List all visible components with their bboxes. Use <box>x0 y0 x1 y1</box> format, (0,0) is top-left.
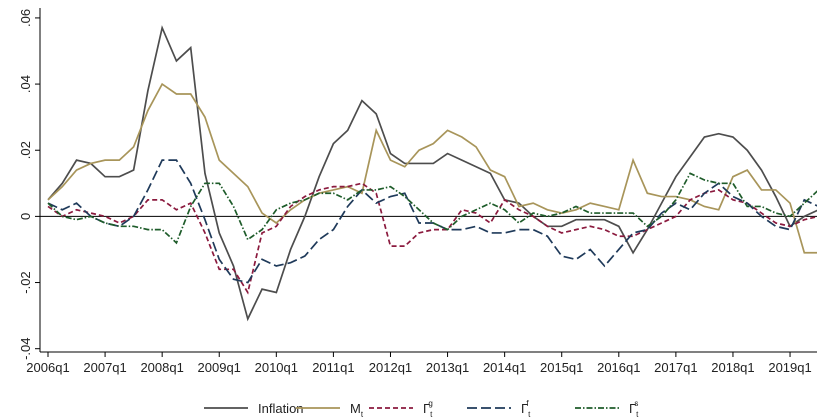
y-tick-label: .02 <box>18 141 33 159</box>
y-tick-label: .04 <box>18 75 33 93</box>
legend-subscript: t <box>636 410 639 418</box>
legend-label: Γtf <box>521 399 531 418</box>
legend-name: Γ <box>423 401 430 416</box>
y-tick-label: 0 <box>18 213 33 220</box>
legend-subscript: t <box>430 410 433 418</box>
x-tick-label: 2011q1 <box>312 360 354 375</box>
legend-name: M <box>350 401 361 416</box>
legend-label: Γtg <box>423 399 433 418</box>
x-tick-label: 2012q1 <box>369 360 412 375</box>
x-tick-label: 2014q1 <box>483 360 526 375</box>
legend-superscript: f <box>526 399 529 408</box>
x-tick-label: 2018q1 <box>711 360 754 375</box>
x-tick-label: 2009q1 <box>198 360 241 375</box>
legend-name: Γ <box>629 401 636 416</box>
y-tick-label: .06 <box>18 9 33 27</box>
series-line <box>47 82 817 254</box>
y-tick-label: -.02 <box>18 271 33 293</box>
legend-label: Mt <box>350 401 364 418</box>
series-line <box>47 182 817 295</box>
x-tick-label: 2006q1 <box>26 360 69 375</box>
legend-name: Inflation <box>258 401 304 416</box>
x-tick-label: 2019q1 <box>768 360 811 375</box>
series-line <box>47 25 817 322</box>
legend-label: Γts <box>629 399 639 418</box>
x-tick-label: 2010q1 <box>255 360 298 375</box>
legend-superscript: g <box>428 399 432 408</box>
x-tick-label: 2007q1 <box>83 360 126 375</box>
series-line <box>47 172 817 245</box>
x-tick-label: 2017q1 <box>654 360 697 375</box>
legend-subscript: t <box>361 410 364 418</box>
x-tick-label: 2015q1 <box>540 360 583 375</box>
x-tick-label: 2008q1 <box>140 360 183 375</box>
legend-superscript: s <box>634 399 638 408</box>
legend-name: Γ <box>521 401 528 416</box>
y-tick-label: -.04 <box>18 337 33 359</box>
x-tick-label: 2013q1 <box>426 360 469 375</box>
legend-label: Inflation <box>258 401 304 416</box>
legend-subscript: t <box>528 410 531 418</box>
x-tick-label: 2016q1 <box>597 360 640 375</box>
